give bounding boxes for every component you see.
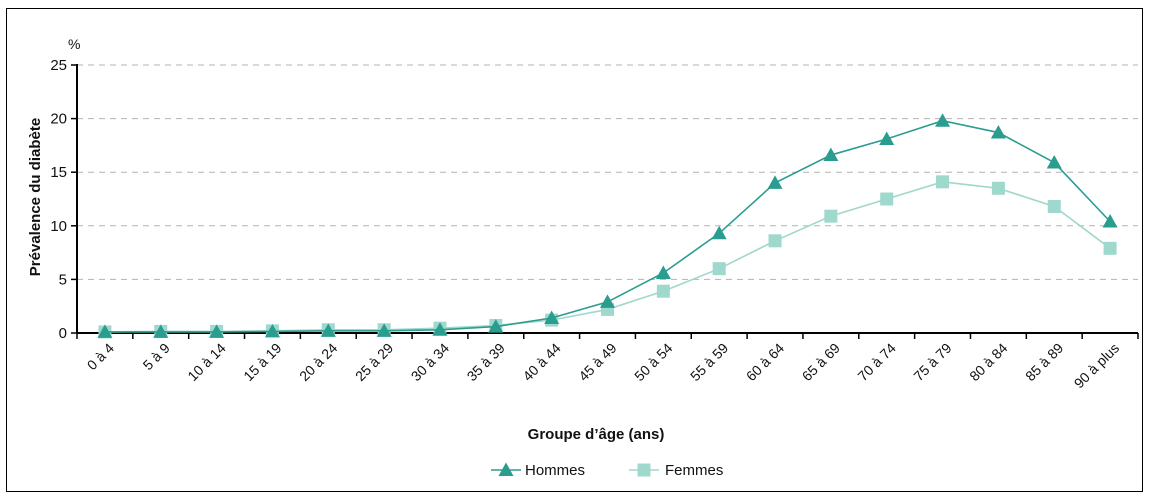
data-point-hommes — [432, 322, 448, 336]
x-tick-label: 45 à 49 — [575, 340, 619, 384]
x-axis-title: Groupe d’âge (ans) — [528, 426, 665, 443]
series-group — [97, 113, 1118, 339]
data-point-hommes — [823, 147, 839, 162]
legend-item-femmes: Femmes — [629, 462, 723, 479]
data-point-hommes — [935, 113, 951, 127]
x-tick-label: 85 à 89 — [1022, 340, 1066, 384]
data-point-hommes — [711, 225, 727, 240]
x-tick-label: 75 à 79 — [910, 340, 954, 384]
x-tick-label: 10 à 14 — [184, 340, 228, 384]
data-point-hommes — [488, 319, 504, 333]
data-point-femmes — [712, 262, 726, 276]
data-point-hommes — [600, 294, 615, 308]
data-point-hommes — [655, 265, 671, 279]
x-tick-label: 65 à 69 — [799, 340, 843, 384]
x-tick-label: 0 à 4 — [84, 340, 117, 373]
gridlines — [77, 64, 1138, 280]
data-point-femmes — [1103, 241, 1117, 255]
x-tick-label: 70 à 74 — [854, 340, 898, 384]
x-tick-labels: 0 à 4 5 à 9 10 à 14 15 à 19 20 à 24 25 à 29 30… — [76, 333, 1139, 391]
y-tick-label: 10 — [50, 218, 67, 235]
y-tick-label: 25 — [50, 57, 67, 74]
data-point-femmes — [936, 175, 950, 189]
legend-label-femmes: Femmes — [665, 462, 723, 479]
data-point-hommes — [153, 324, 169, 338]
x-tick-label: 90 à plus — [1071, 340, 1122, 391]
y-tick-label: 20 — [50, 111, 67, 128]
x-tick-label: 25 à 29 — [352, 340, 396, 384]
data-point-hommes — [767, 175, 783, 189]
data-point-hommes — [320, 323, 336, 337]
data-point-femmes — [991, 181, 1005, 195]
y-tick-labels: 0 5 10 15 20 25 — [50, 57, 77, 342]
data-point-hommes — [879, 131, 895, 145]
x-tick-label: 15 à 19 — [240, 340, 284, 384]
legend: Hommes Femmes — [491, 462, 723, 479]
legend-label-hommes: Hommes — [525, 462, 585, 479]
x-tick-label: 5 à 9 — [140, 340, 173, 373]
data-point-hommes — [376, 323, 392, 337]
data-point-femmes — [880, 192, 894, 206]
data-point-hommes — [1102, 214, 1118, 228]
x-tick-label: 20 à 24 — [296, 340, 340, 384]
data-point-hommes — [264, 323, 280, 338]
x-tick-label: 35 à 39 — [464, 340, 508, 384]
y-unit-label: % — [68, 36, 80, 52]
data-point-femmes — [656, 284, 670, 298]
data-point-hommes — [97, 324, 113, 338]
x-tick-label: 50 à 54 — [631, 340, 675, 384]
y-tick-label: 0 — [59, 325, 67, 342]
data-point-hommes — [544, 310, 560, 324]
x-tick-label: 40 à 44 — [519, 340, 563, 384]
x-tick-label: 30 à 34 — [408, 340, 452, 384]
chart-frame — [6, 8, 1143, 492]
legend-square-marker — [637, 463, 651, 477]
y-axis-title: Prévalence du diabète — [27, 118, 44, 276]
x-tick-label: 80 à 84 — [966, 340, 1010, 384]
data-point-femmes — [1047, 200, 1061, 214]
y-tick-label: 5 — [59, 271, 67, 288]
data-point-hommes — [209, 324, 225, 338]
data-point-hommes — [1046, 155, 1062, 169]
x-tick-label: 60 à 64 — [743, 340, 787, 384]
data-point-femmes — [768, 234, 782, 248]
data-point-hommes — [990, 125, 1006, 139]
data-point-femmes — [824, 209, 838, 223]
legend-triangle-marker — [498, 462, 514, 476]
x-tick-label: 55 à 59 — [687, 340, 731, 384]
legend-item-hommes: Hommes — [491, 462, 585, 479]
y-tick-label: 15 — [50, 164, 67, 181]
